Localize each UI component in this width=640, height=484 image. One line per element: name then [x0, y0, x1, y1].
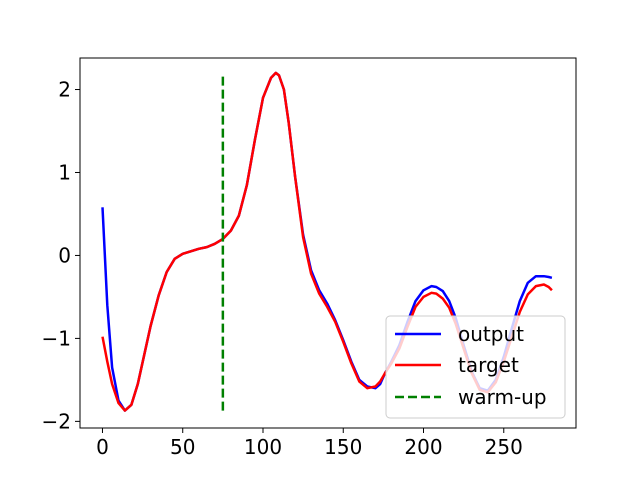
x-tick-label: 50: [170, 435, 195, 459]
y-tick-label: 1: [58, 160, 71, 184]
x-tick-label: 100: [244, 435, 282, 459]
plot-frame: [79, 57, 577, 429]
y-tick-label: −1: [42, 326, 71, 350]
x-tick-label: 0: [96, 435, 109, 459]
legend-label-output: output: [458, 322, 524, 346]
x-tick-label: 150: [324, 435, 362, 459]
legend-label-target: target: [458, 353, 519, 377]
legend-label-warm-up: warm-up: [458, 385, 547, 409]
legend: output target warm-up: [385, 315, 566, 419]
x-tick-label: 200: [404, 435, 442, 459]
x-tick-label: 250: [485, 435, 523, 459]
y-tick-label: −2: [42, 409, 71, 433]
y-tick-label: 0: [58, 243, 71, 267]
y-axis: −2 −1 0 1 2: [42, 78, 80, 433]
x-axis: 0 50 100 150 200 250: [96, 428, 523, 459]
y-tick-label: 2: [58, 78, 71, 102]
legend-box: [385, 315, 566, 419]
